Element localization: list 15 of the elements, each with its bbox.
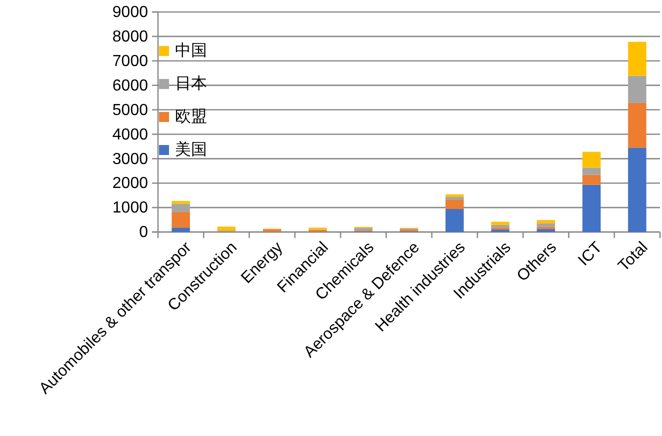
y-tick-label: 4000 bbox=[112, 126, 148, 144]
y-tick-label: 9000 bbox=[112, 4, 148, 22]
legend-label: 中国 bbox=[175, 42, 207, 60]
legend-label: 日本 bbox=[175, 74, 207, 92]
y-tick-label: 3000 bbox=[112, 150, 148, 168]
legend-label: 美国 bbox=[175, 140, 207, 158]
y-tick-label: 0 bbox=[139, 224, 148, 242]
y-tick-label: 5000 bbox=[112, 102, 148, 119]
y-tick-label: 6000 bbox=[112, 77, 148, 94]
y-tick-label: 8000 bbox=[112, 28, 148, 46]
x-tick-label: ICT bbox=[575, 238, 606, 270]
y-tick-label: 7000 bbox=[112, 53, 148, 70]
y-tick-label: 2000 bbox=[112, 175, 148, 192]
y-tick-label: 1000 bbox=[112, 200, 148, 217]
legend-label: 欧盟 bbox=[175, 108, 207, 126]
